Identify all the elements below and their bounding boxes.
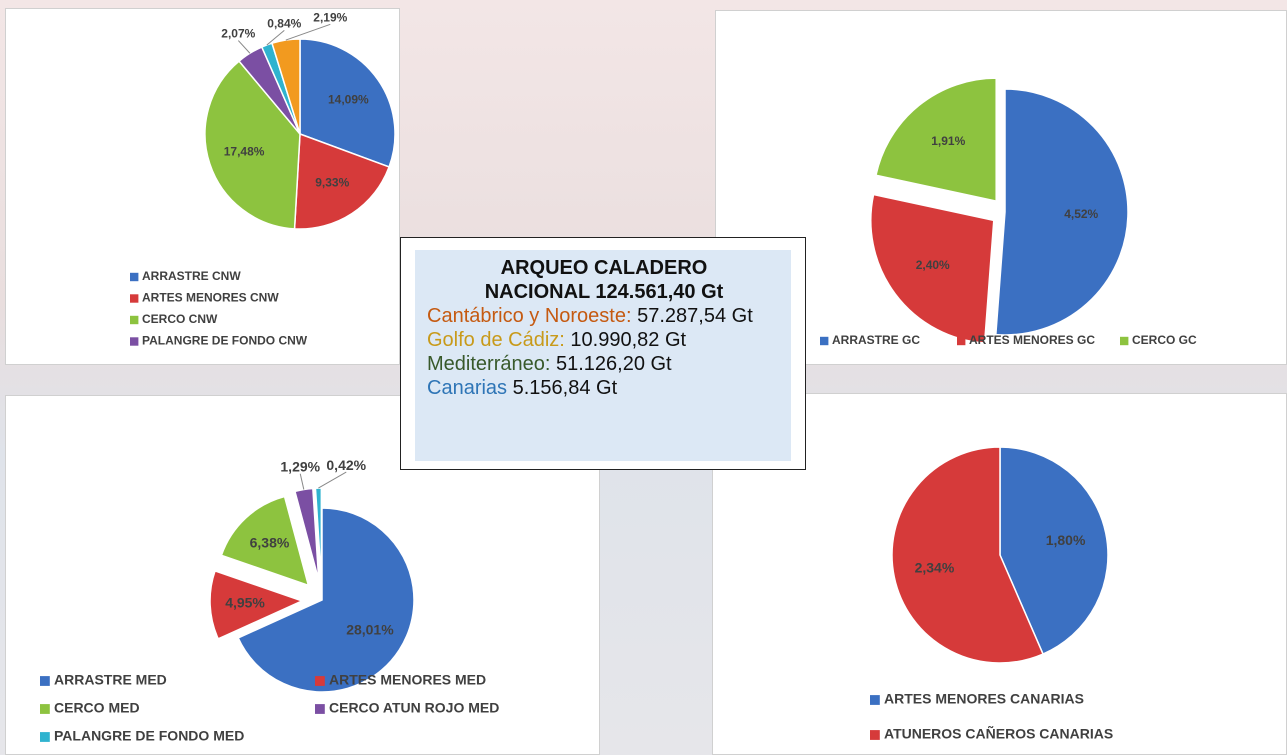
info-label: Cantábrico y Noroeste: (427, 305, 632, 327)
legend-swatch (40, 704, 50, 714)
info-value: 51.126,20 Gt (555, 353, 672, 375)
pie-slice (237, 507, 415, 693)
data-label: 1,29% (280, 458, 320, 474)
info-value: 57.287,54 Gt (637, 305, 753, 327)
data-label: 2,07% (221, 27, 255, 41)
info-title: NACIONAL 124.561,40 Gt (484, 281, 724, 303)
data-label: 4,52% (1064, 207, 1098, 221)
legend-swatch (820, 336, 829, 346)
pie-slice (995, 88, 1129, 336)
leader-line (318, 471, 347, 489)
info-label: Mediterráneo: (427, 353, 551, 375)
info-value: 5.156,84 Gt (512, 377, 618, 399)
data-label: 14,09% (328, 93, 369, 107)
data-label: 0,42% (326, 457, 366, 473)
pie-slice (891, 446, 1045, 664)
pie-slice (299, 38, 396, 168)
legend-label: ARRASTRE MED (54, 672, 167, 688)
info-line: Canarias 5.156,84 Gt (427, 376, 781, 400)
legend-label: ATUNEROS CAÑEROS CANARIAS (884, 725, 1113, 742)
legend-swatch (870, 695, 880, 705)
leader-line (237, 40, 251, 54)
leader-line (266, 29, 285, 46)
legend-label: ARRASTRE GC (832, 333, 920, 347)
legend-label: ARTES MENORES GC (969, 333, 1095, 347)
data-label: 4,95% (225, 594, 265, 610)
legend-label: ARTES MENORES MED (329, 672, 486, 688)
leader-line (285, 23, 331, 41)
leader-line (299, 473, 305, 490)
pie-slice (209, 569, 305, 640)
info-label: Golfo de Cádiz: (427, 329, 565, 351)
legend-swatch (1120, 336, 1129, 346)
legend-swatch (130, 272, 139, 282)
legend-label: CERCO CNW (142, 312, 218, 326)
legend-swatch (315, 704, 325, 714)
pie-slice (999, 446, 1109, 656)
legend-label: CERCO ATUN ROJO MED (329, 700, 499, 716)
info-line: Cantábrico y Noroeste: 57.287,54 Gt (427, 304, 781, 328)
info-label: Canarias (427, 377, 508, 399)
data-label: 17,48% (224, 145, 265, 159)
data-label: 2,19% (313, 10, 347, 24)
legend-label: PALANGRE DE FONDO MED (54, 728, 244, 744)
data-label: 6,38% (250, 534, 290, 550)
legend-label: PALANGRE DE FONDO CNW (142, 334, 308, 348)
pie-slice (875, 77, 997, 203)
pie-slice (220, 495, 310, 587)
legend-label: ARTES MENORES CNW (142, 291, 279, 305)
legend-swatch (870, 730, 880, 740)
data-label: 28,01% (346, 622, 394, 638)
legend-label: ARRASTRE CNW (142, 269, 241, 283)
pie-slice (293, 132, 391, 230)
info-title: ARQUEO CALADERO (500, 257, 708, 279)
legend-swatch (130, 315, 139, 325)
legend-swatch (315, 676, 325, 686)
legend-swatch (130, 337, 139, 346)
pie-slice (271, 38, 301, 135)
legend-label: CERCO MED (54, 700, 140, 716)
info-line: Golfo de Cádiz: 10.990,82 Gt (427, 328, 781, 352)
legend-swatch (40, 732, 50, 742)
legend-label: ARTES MENORES CANARIAS (884, 691, 1084, 707)
legend-swatch (957, 336, 966, 346)
legend-swatch (40, 676, 50, 686)
legend-swatch (130, 294, 139, 303)
info-box: ARQUEO CALADERO NACIONAL 124.561,40 Gt Can… (400, 237, 806, 470)
data-label: 9,33% (315, 175, 349, 189)
info-line: Mediterráneo: 51.126,20 Gt (427, 352, 781, 376)
data-label: 1,91% (931, 134, 965, 148)
legend-label: CERCO GC (1132, 333, 1197, 347)
data-label: 2,40% (916, 258, 950, 272)
data-label: 2,34% (915, 559, 955, 575)
data-label: 0,84% (267, 17, 301, 31)
info-box-body: ARQUEO CALADERO NACIONAL 124.561,40 Gt Can… (415, 250, 791, 461)
info-value: 10.990,82 Gt (570, 329, 687, 351)
pie-slice (204, 60, 301, 230)
data-label: 1,80% (1046, 532, 1086, 548)
